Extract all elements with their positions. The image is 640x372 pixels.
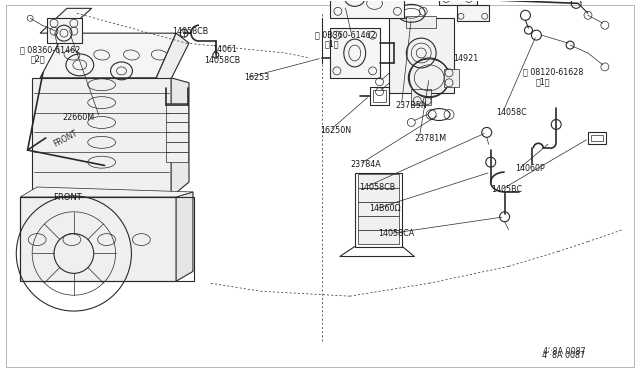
Text: Ⓢ 08360-61462: Ⓢ 08360-61462 [20,45,81,54]
Text: 16253: 16253 [244,73,269,81]
Bar [166,122,188,132]
Polygon shape [20,187,193,197]
Bar [358,230,399,244]
Polygon shape [439,0,477,5]
Polygon shape [457,5,489,21]
Text: （2）: （2） [31,54,45,63]
Bar [166,103,188,113]
Polygon shape [40,8,92,33]
Text: 14058C: 14058C [497,108,527,118]
Text: 4'·8A 0087: 4'·8A 0087 [543,347,586,356]
Text: 22660M: 22660M [63,113,95,122]
Text: FRONT: FRONT [53,193,82,202]
Polygon shape [330,0,404,18]
Text: Ⓢ 0B360-61462: Ⓢ 0B360-61462 [315,30,376,39]
Text: FRONT: FRONT [52,128,79,148]
Polygon shape [330,28,380,78]
Bar [166,142,188,152]
Text: 14921: 14921 [453,54,479,63]
Polygon shape [20,197,176,281]
Bar [370,87,390,105]
Bar [444,69,459,87]
Bar [412,89,431,105]
Bar [358,216,399,230]
Bar [20,197,194,281]
Text: （1）: （1） [536,77,550,86]
Text: 4’·8A 0087: 4’·8A 0087 [542,351,586,360]
Bar [358,202,399,216]
Text: 1405BC: 1405BC [492,185,523,194]
Bar [166,152,188,162]
Polygon shape [32,78,171,197]
Bar [591,135,603,141]
Text: 14058CB: 14058CB [204,56,241,65]
Polygon shape [40,33,176,78]
Text: 14058CB: 14058CB [360,183,396,192]
Polygon shape [176,192,193,281]
Polygon shape [156,33,189,83]
Bar [358,188,399,202]
Bar [372,90,387,102]
Text: 14058CA: 14058CA [378,229,415,238]
Text: 14B60Ω: 14B60Ω [369,204,401,214]
Bar [588,132,606,144]
Polygon shape [171,78,189,197]
Text: 237B5N: 237B5N [395,101,427,110]
Text: Ⓑ 08120-61628: Ⓑ 08120-61628 [524,68,584,77]
Bar [406,16,436,28]
Text: 14058CB: 14058CB [173,27,209,36]
Bar [166,132,188,142]
Text: 14060P: 14060P [516,164,545,173]
Polygon shape [47,18,82,43]
Bar [355,173,403,247]
Text: 23781M: 23781M [414,134,446,143]
Text: 23784A: 23784A [351,160,381,169]
Text: （1）: （1） [324,39,339,48]
Bar [166,113,188,122]
Bar [358,174,399,188]
Text: 16250N: 16250N [320,126,351,135]
Text: 14061: 14061 [212,45,237,54]
Polygon shape [390,18,454,93]
